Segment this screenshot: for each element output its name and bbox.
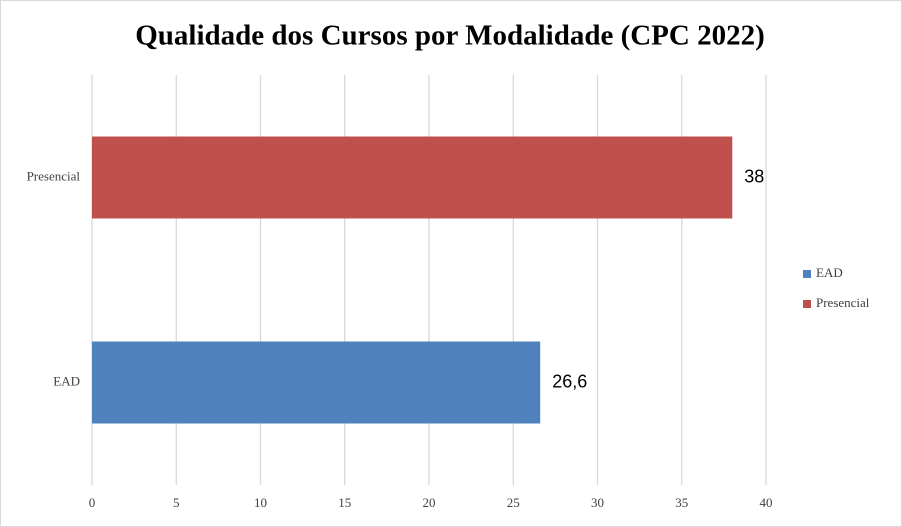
bar <box>92 341 541 424</box>
x-tick-label: 5 <box>173 495 180 510</box>
x-tick-label: 0 <box>89 495 96 510</box>
value-label: 38 <box>744 166 764 186</box>
y-tick-label: Presencial <box>27 168 81 183</box>
x-tick-label: 20 <box>423 495 436 510</box>
x-tick-label: 10 <box>254 495 267 510</box>
x-tick-label: 40 <box>760 495 773 510</box>
legend-swatch <box>803 300 811 308</box>
value-label: 26,6 <box>552 371 587 391</box>
legend-label: EAD <box>816 265 843 280</box>
bar <box>92 136 733 219</box>
x-tick-label: 35 <box>675 495 688 510</box>
x-tick-label: 15 <box>338 495 351 510</box>
x-tick-label: 25 <box>507 495 520 510</box>
legend-label: Presencial <box>816 295 870 310</box>
chart-title: Qualidade dos Cursos por Modalidade (CPC… <box>135 20 765 52</box>
legend-swatch <box>803 270 811 278</box>
y-tick-label: EAD <box>53 373 80 388</box>
x-tick-label: 30 <box>591 495 604 510</box>
